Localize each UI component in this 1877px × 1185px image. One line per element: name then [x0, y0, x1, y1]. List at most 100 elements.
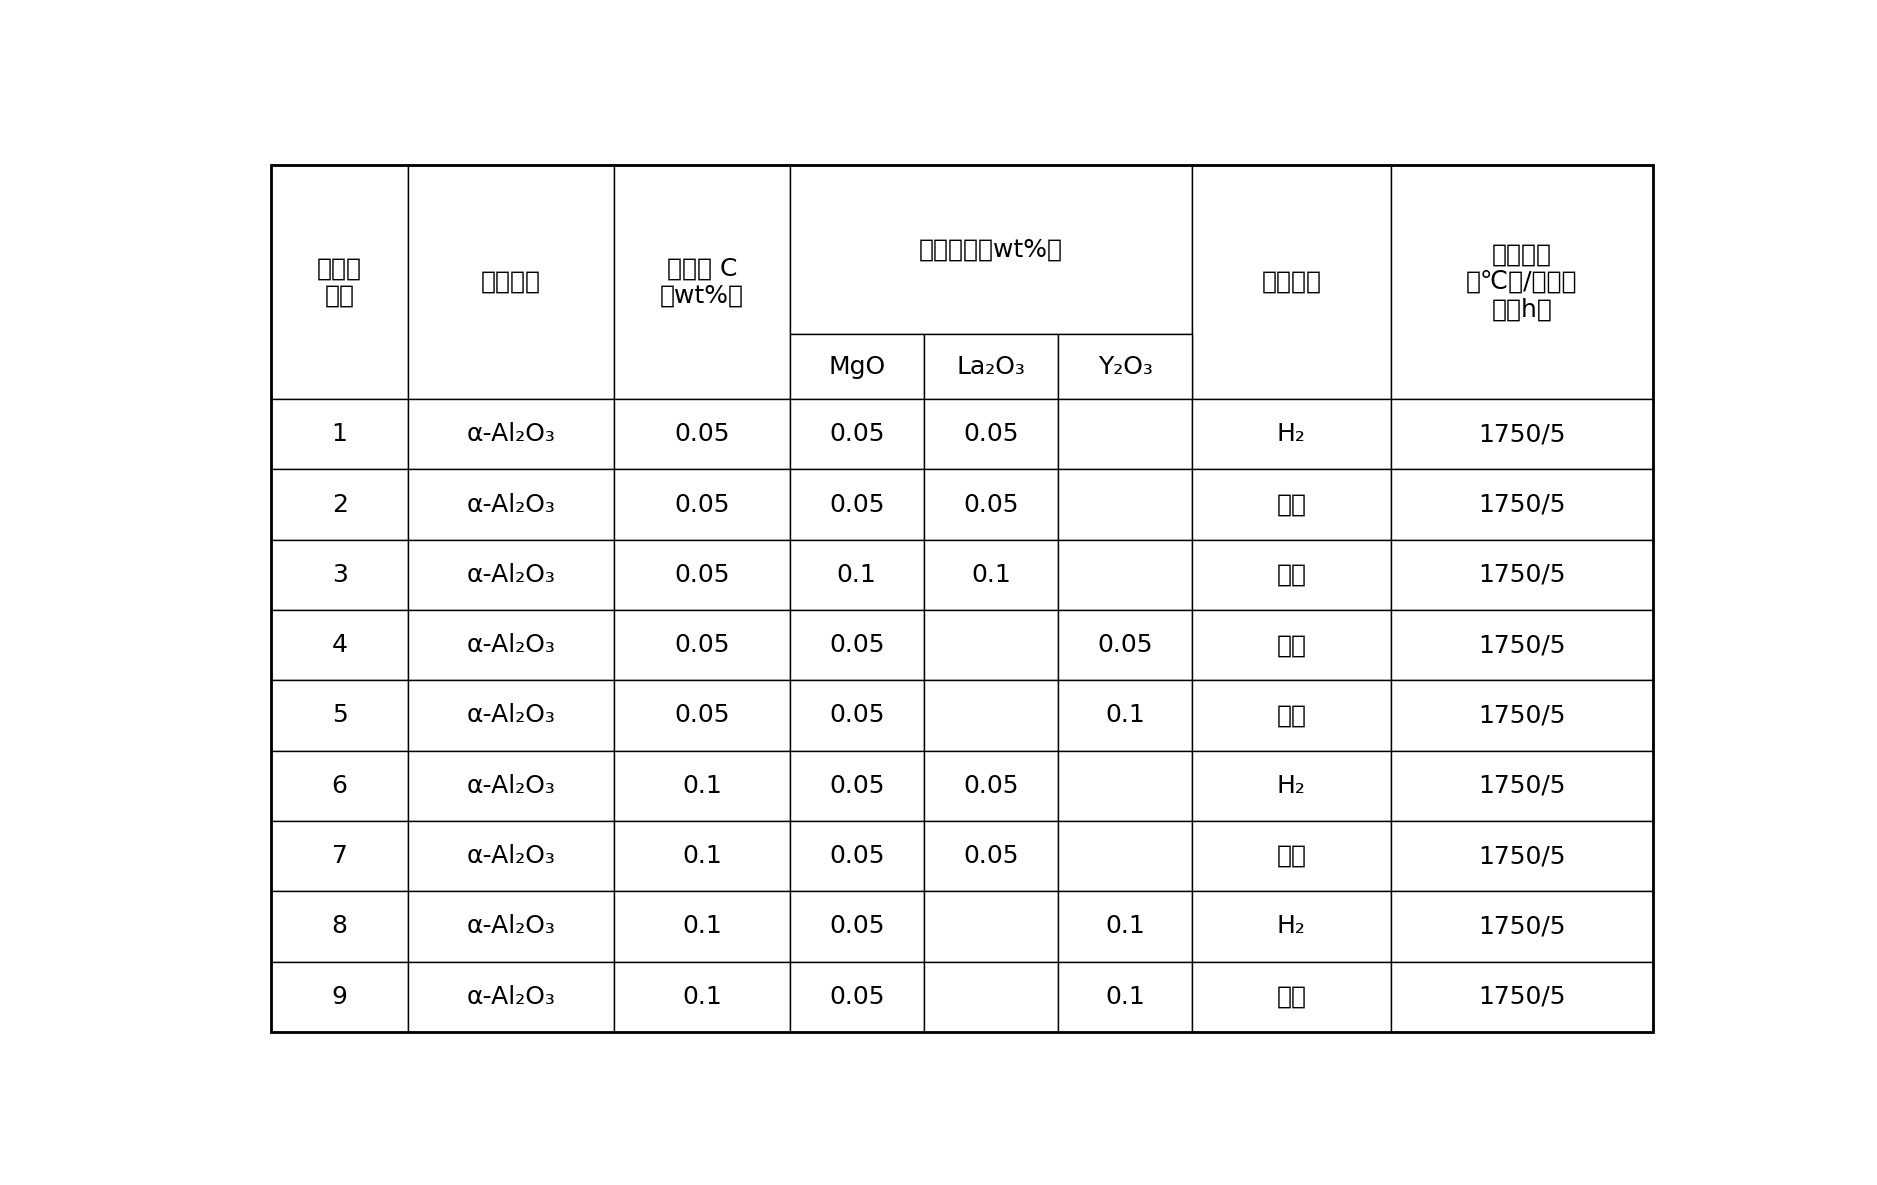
Text: 0.05: 0.05	[963, 844, 1019, 869]
Text: α-Al₂O₃: α-Al₂O₃	[467, 844, 556, 869]
Text: α-Al₂O₃: α-Al₂O₃	[467, 915, 556, 939]
Bar	[270, 961, 409, 1032]
Text: 1750/5: 1750/5	[1477, 915, 1565, 939]
Text: 0.05: 0.05	[963, 493, 1019, 517]
Bar	[409, 399, 614, 469]
Bar	[923, 750, 1059, 821]
Text: 1: 1	[332, 422, 347, 447]
Bar	[1059, 750, 1192, 821]
Text: α-Al₂O₃: α-Al₂O₃	[467, 985, 556, 1008]
Bar	[409, 539, 614, 610]
Text: 0.05: 0.05	[830, 493, 884, 517]
Text: 0.05: 0.05	[674, 493, 730, 517]
Bar	[923, 961, 1059, 1032]
Text: 真空: 真空	[1276, 633, 1306, 658]
Bar	[790, 469, 923, 539]
Bar	[923, 469, 1059, 539]
Bar	[614, 539, 790, 610]
Bar	[1391, 399, 1654, 469]
Bar	[923, 334, 1059, 399]
Bar	[790, 165, 1192, 334]
Text: 0.1: 0.1	[837, 563, 877, 587]
Text: 9: 9	[332, 985, 347, 1008]
Bar	[1059, 891, 1192, 961]
Bar	[1192, 891, 1391, 961]
Text: α-Al₂O₃: α-Al₂O₃	[467, 704, 556, 728]
Text: 0.1: 0.1	[1106, 704, 1145, 728]
Text: 烧结方法: 烧结方法	[1261, 270, 1321, 294]
Bar	[790, 610, 923, 680]
Text: H₂: H₂	[1276, 915, 1306, 939]
Bar	[1059, 399, 1192, 469]
Bar	[790, 961, 923, 1032]
Text: 烧结温度
（℃）/保温时
间（h）: 烧结温度 （℃）/保温时 间（h）	[1466, 242, 1577, 322]
Text: 1750/5: 1750/5	[1477, 493, 1565, 517]
Text: 8: 8	[332, 915, 347, 939]
Bar	[1391, 539, 1654, 610]
Text: 0.05: 0.05	[830, 915, 884, 939]
Text: La₂O₃: La₂O₃	[957, 354, 1025, 378]
Text: α-Al₂O₃: α-Al₂O₃	[467, 493, 556, 517]
Bar	[790, 680, 923, 750]
Text: 实验例
编号: 实验例 编号	[317, 256, 362, 308]
Text: α-Al₂O₃: α-Al₂O₃	[467, 422, 556, 447]
Bar	[923, 610, 1059, 680]
Bar	[1192, 821, 1391, 891]
Text: α-Al₂O₃: α-Al₂O₃	[467, 633, 556, 658]
Bar	[1391, 821, 1654, 891]
Bar	[1192, 680, 1391, 750]
Bar	[614, 399, 790, 469]
Bar	[1391, 891, 1654, 961]
Bar	[409, 821, 614, 891]
Bar	[1192, 165, 1391, 399]
Text: 0.05: 0.05	[830, 774, 884, 798]
Bar	[409, 891, 614, 961]
Text: 1750/5: 1750/5	[1477, 774, 1565, 798]
Text: H₂: H₂	[1276, 422, 1306, 447]
Bar	[614, 891, 790, 961]
Text: 3: 3	[332, 563, 347, 587]
Bar	[409, 961, 614, 1032]
Bar	[409, 610, 614, 680]
Bar	[790, 334, 923, 399]
Text: 0.1: 0.1	[970, 563, 1012, 587]
Text: 1750/5: 1750/5	[1477, 844, 1565, 869]
Text: 7: 7	[332, 844, 347, 869]
Bar	[1391, 610, 1654, 680]
Text: 0.05: 0.05	[830, 844, 884, 869]
Bar	[1192, 469, 1391, 539]
Bar	[1059, 334, 1192, 399]
Bar	[1192, 750, 1391, 821]
Bar	[1059, 961, 1192, 1032]
Bar	[1192, 539, 1391, 610]
Bar	[270, 165, 409, 399]
Bar	[923, 891, 1059, 961]
Text: 0.05: 0.05	[830, 704, 884, 728]
Text: 4: 4	[332, 633, 347, 658]
Bar	[1192, 610, 1391, 680]
Text: 1750/5: 1750/5	[1477, 563, 1565, 587]
Bar	[923, 821, 1059, 891]
Bar	[614, 821, 790, 891]
Text: 真空: 真空	[1276, 493, 1306, 517]
Text: 烧结助剂（wt%）: 烧结助剂（wt%）	[920, 237, 1062, 262]
Text: 0.05: 0.05	[963, 774, 1019, 798]
Text: 0.05: 0.05	[963, 422, 1019, 447]
Text: 0.05: 0.05	[830, 422, 884, 447]
Text: 0.1: 0.1	[681, 774, 723, 798]
Text: α-Al₂O₃: α-Al₂O₃	[467, 563, 556, 587]
Text: 6: 6	[332, 774, 347, 798]
Text: 1750/5: 1750/5	[1477, 422, 1565, 447]
Bar	[790, 750, 923, 821]
Text: 0.1: 0.1	[681, 844, 723, 869]
Text: 0.05: 0.05	[1098, 633, 1152, 658]
Bar	[1391, 469, 1654, 539]
Bar	[270, 680, 409, 750]
Text: 0.05: 0.05	[674, 704, 730, 728]
Text: 0.1: 0.1	[1106, 985, 1145, 1008]
Text: 0.05: 0.05	[674, 563, 730, 587]
Bar	[1192, 399, 1391, 469]
Bar	[409, 469, 614, 539]
Bar	[1059, 610, 1192, 680]
Bar	[1391, 750, 1654, 821]
